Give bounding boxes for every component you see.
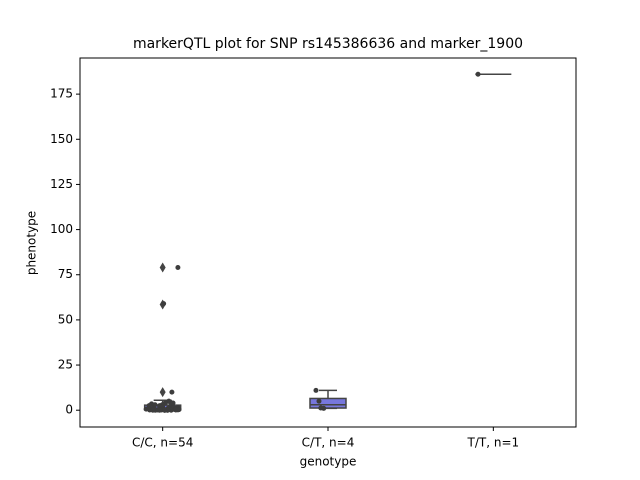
point — [162, 407, 168, 413]
point — [316, 398, 322, 404]
point — [150, 407, 156, 413]
point — [168, 407, 174, 413]
y-axis-label: phenotype — [25, 211, 39, 275]
plot-frame — [79, 57, 577, 428]
flier — [159, 262, 166, 273]
y-tick-label: 75 — [58, 267, 73, 281]
point — [318, 405, 324, 411]
point — [170, 400, 176, 406]
point — [157, 407, 163, 413]
y-tick-label: 175 — [50, 87, 73, 101]
point — [175, 265, 181, 271]
y-tick-label: 50 — [58, 312, 73, 326]
x-tick-label: T/T, n=1 — [467, 436, 520, 450]
chart-title: markerQTL plot for SNP rs145386636 and m… — [133, 36, 523, 52]
y-tick-label: 25 — [58, 358, 73, 372]
y-tick-label: 125 — [50, 177, 73, 191]
point — [313, 387, 319, 393]
y-tick-label: 150 — [50, 132, 73, 146]
point — [173, 407, 179, 413]
x-tick-label: C/C, n=54 — [132, 436, 193, 450]
point — [475, 71, 481, 77]
x-tick-label: C/T, n=4 — [302, 436, 355, 450]
box — [309, 397, 347, 409]
flier — [159, 387, 166, 398]
point — [169, 389, 175, 395]
x-axis-label: genotype — [300, 455, 357, 469]
y-tick-label: 0 — [65, 403, 73, 417]
point — [161, 301, 167, 307]
y-tick-label: 100 — [50, 222, 73, 236]
